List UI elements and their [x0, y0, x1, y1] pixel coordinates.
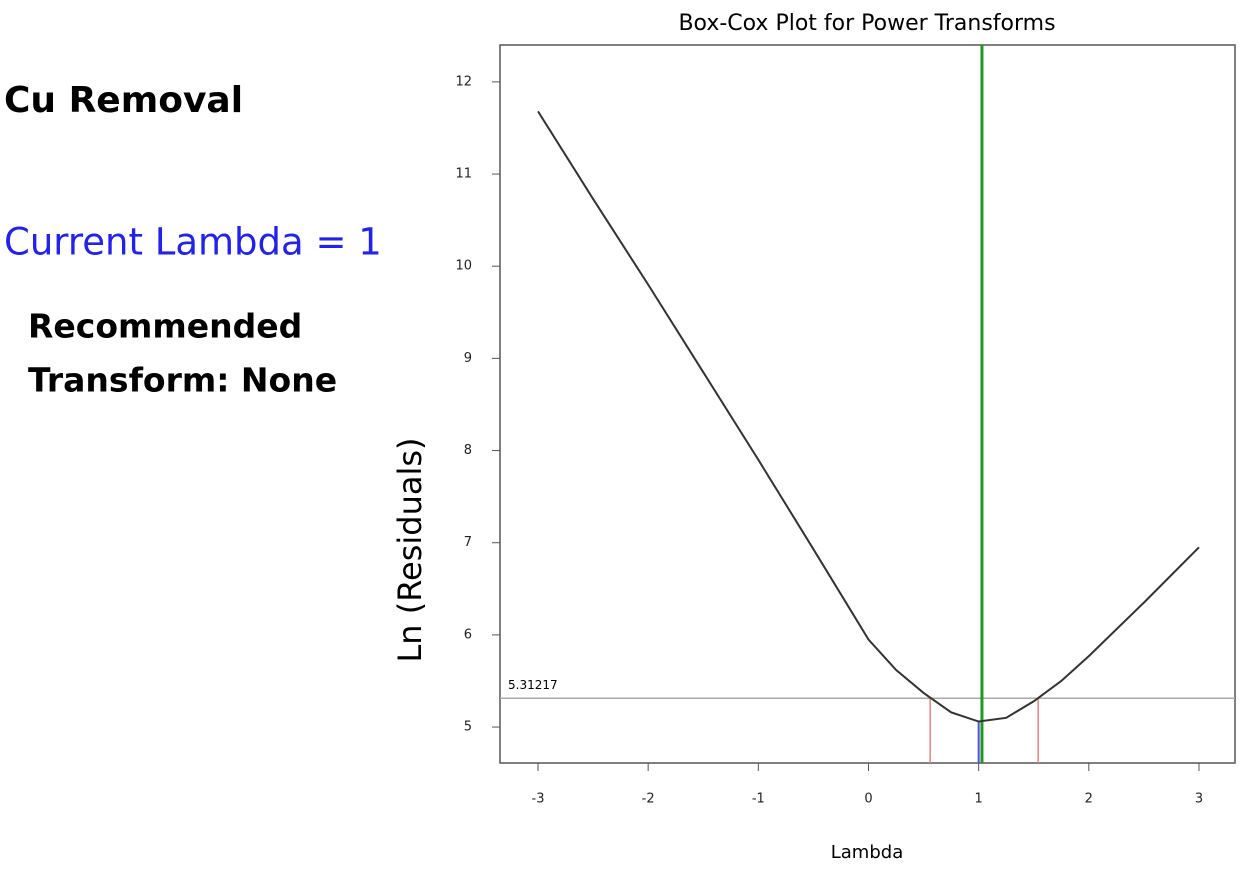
x-tick-label: 3 — [1195, 792, 1203, 807]
recommendation: Recommended — [28, 307, 302, 346]
y-axis-label: Ln (Residuals) — [391, 437, 429, 662]
recommendation: Transform: None — [28, 361, 337, 400]
chart-title: Box-Cox Plot for Power Transforms — [678, 11, 1055, 36]
curve — [537, 110, 1200, 723]
x-tick-label: -2 — [642, 792, 655, 807]
plot-frame — [499, 44, 1236, 764]
y-tick-label: 11 — [455, 167, 472, 182]
x-tick-label: -3 — [532, 792, 545, 807]
x-axis-label: Lambda — [831, 842, 903, 863]
x-tick-label: 0 — [864, 792, 872, 807]
y-tick-label: 8 — [464, 443, 472, 458]
current-lambda: Current Lambda = 1 — [4, 221, 382, 264]
y-tick-label: 6 — [464, 627, 472, 642]
y-tick-label: 9 — [464, 351, 472, 366]
y-tick-label: 12 — [455, 74, 472, 89]
x-tick-label: -1 — [752, 792, 765, 807]
y-tick-label: 7 — [464, 535, 472, 550]
y-tick-label: 5 — [464, 720, 472, 735]
y-tick-label: 10 — [455, 259, 472, 274]
x-tick-label: 1 — [975, 792, 983, 807]
response-title: Cu Removal — [4, 80, 243, 121]
x-tick-label: 2 — [1085, 792, 1093, 807]
ci-threshold-label: 5.31217 — [508, 678, 558, 692]
